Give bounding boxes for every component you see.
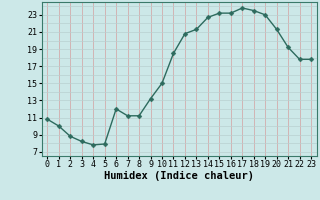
X-axis label: Humidex (Indice chaleur): Humidex (Indice chaleur) <box>104 171 254 181</box>
